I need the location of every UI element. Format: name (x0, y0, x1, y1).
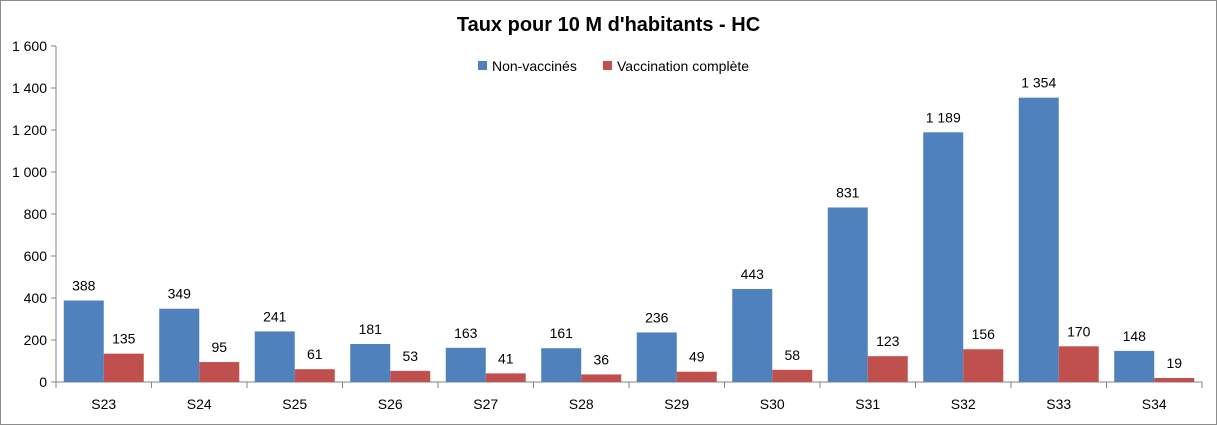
data-label: 156 (972, 326, 996, 342)
bar-non-vaccines (350, 343, 391, 382)
data-label: 831 (836, 184, 860, 200)
y-tick-label: 600 (24, 248, 48, 264)
bar-non-vaccines (923, 132, 964, 382)
x-tick-label: S28 (569, 396, 594, 412)
data-label: 181 (359, 321, 383, 337)
data-label: 241 (263, 308, 287, 324)
x-tick-label: S23 (91, 396, 116, 412)
legend: Non-vaccinés Vaccination complète (478, 58, 749, 74)
data-label: 1 189 (926, 109, 961, 125)
legend-label: Non-vaccinés (492, 58, 577, 74)
bar-non-vaccines (1114, 350, 1155, 382)
data-label: 1 354 (1021, 75, 1056, 91)
bar-vaccination-complete (390, 370, 431, 382)
data-label: 236 (645, 309, 669, 325)
bar-non-vaccines (63, 300, 104, 382)
y-tick-label: 1 200 (12, 122, 47, 138)
y-axis: 0 200 400 600 800 1 000 1 200 1 400 1 600 (12, 38, 57, 390)
data-label: 148 (1123, 328, 1147, 344)
x-tick-label: S25 (282, 396, 307, 412)
bar-vaccination-complete (103, 353, 144, 382)
y-tick-label: 400 (24, 290, 48, 306)
bar-vaccination-complete (294, 369, 335, 382)
data-label: 135 (112, 331, 136, 347)
legend-swatch (603, 61, 612, 70)
data-label: 443 (741, 266, 765, 282)
x-tick-label: S27 (473, 396, 498, 412)
bar-non-vaccines (732, 288, 773, 382)
bar-vaccination-complete (867, 356, 908, 382)
bar-non-vaccines (445, 347, 486, 382)
bar-vaccination-complete (963, 349, 1004, 382)
x-tick-label: S26 (378, 396, 403, 412)
y-tick-label: 1 000 (12, 164, 47, 180)
x-tick-label: S34 (1142, 396, 1167, 412)
y-tick-label: 200 (24, 332, 48, 348)
data-label: 123 (876, 333, 900, 349)
legend-label: Vaccination complète (617, 58, 749, 74)
bars: 388 135 349 95 241 61 181 53 163 41 161 36 236 49 443 5… (63, 75, 1195, 382)
data-label: 349 (168, 286, 192, 302)
data-label: 19 (1166, 355, 1182, 371)
bar-vaccination-complete (1154, 378, 1195, 382)
x-axis: S23 S24 S25 S26 S27 S28 S29 S30 S31 S32 S33 S34 (55, 381, 1203, 412)
x-tick-label: S29 (664, 396, 689, 412)
bar-non-vaccines (159, 308, 200, 382)
y-tick-label: 1 400 (12, 80, 47, 96)
bar-non-vaccines (254, 331, 295, 382)
x-tick-label: S30 (760, 396, 785, 412)
chart-title: Taux pour 10 M d'habitants - HC (456, 14, 761, 36)
data-label: 95 (211, 339, 227, 355)
bar-vaccination-complete (485, 373, 526, 382)
bar-non-vaccines (541, 348, 582, 382)
data-label: 170 (1067, 323, 1091, 339)
bar-vaccination-complete (676, 371, 717, 382)
data-label: 163 (454, 325, 478, 341)
data-label: 58 (784, 347, 800, 363)
y-tick-label: 0 (39, 374, 47, 390)
bar-non-vaccines (636, 332, 677, 382)
x-tick-label: S24 (187, 396, 212, 412)
legend-swatch (478, 61, 487, 70)
x-tick-label: S31 (855, 396, 880, 412)
data-label: 161 (550, 325, 574, 341)
data-label: 61 (307, 346, 323, 362)
x-tick-label: S33 (1046, 396, 1071, 412)
bar-non-vaccines (827, 207, 868, 382)
data-label: 49 (689, 349, 705, 365)
y-tick-label: 1 600 (12, 38, 47, 54)
x-tick-label: S32 (951, 396, 976, 412)
y-tick-label: 800 (24, 206, 48, 222)
data-label: 388 (72, 278, 96, 294)
bar-non-vaccines (1018, 97, 1059, 382)
bar-vaccination-complete (772, 369, 813, 382)
bar-vaccination-complete (199, 362, 240, 382)
data-label: 53 (402, 348, 418, 364)
bar-vaccination-complete (1058, 346, 1099, 382)
data-label: 41 (498, 350, 514, 366)
bar-vaccination-complete (581, 374, 622, 382)
data-label: 36 (593, 351, 609, 367)
